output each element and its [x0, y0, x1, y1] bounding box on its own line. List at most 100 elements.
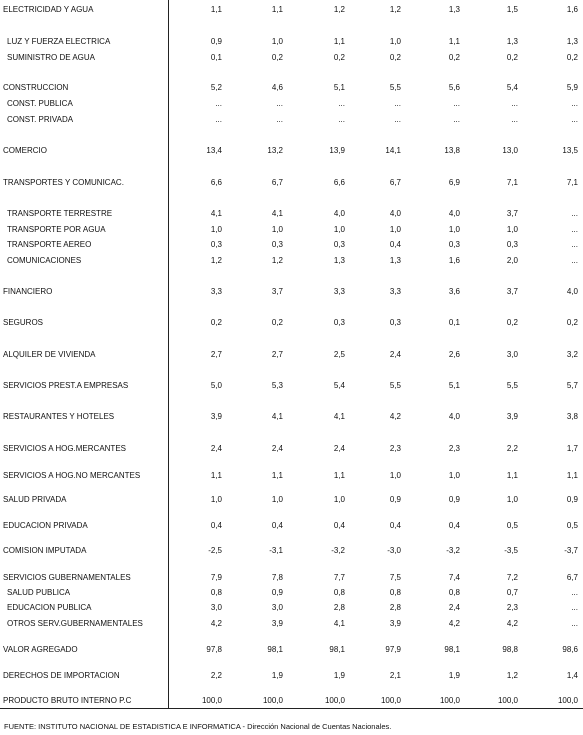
cell-value: 0,2 [210, 318, 222, 327]
cell-value: 3,0 [506, 350, 518, 359]
cell-value: 0,3 [271, 240, 283, 249]
cell-value: 4,2 [210, 619, 222, 628]
row-label: ELECTRICIDAD Y AGUA [3, 5, 94, 14]
row-label: TRANSPORTE AEREO [7, 240, 92, 249]
row-label: EDUCACION PRIVADA [3, 521, 88, 530]
cell-value: 7,1 [566, 178, 578, 187]
cell-value: ... [215, 99, 222, 108]
cell-value: 98,8 [502, 645, 518, 654]
cell-value: ... [338, 99, 345, 108]
cell-value: 2,4 [389, 350, 401, 359]
cell-value: 2,8 [389, 603, 401, 612]
cell-value: 4,1 [210, 209, 222, 218]
column-divider [168, 0, 169, 708]
cell-value: 3,9 [210, 412, 222, 421]
cell-value: 6,7 [271, 178, 283, 187]
cell-value: 1,4 [566, 671, 578, 680]
cell-value: 5,1 [448, 381, 460, 390]
row-label: SERVICIOS A HOG.NO MERCANTES [3, 471, 141, 480]
row-label: TRANSPORTES Y COMUNICAC. [3, 178, 124, 187]
cell-value: 0,3 [506, 240, 518, 249]
cell-value: 0,2 [506, 53, 518, 62]
cell-value: 0,3 [210, 240, 222, 249]
cell-value: 7,8 [271, 573, 283, 582]
cell-value: 4,1 [333, 619, 345, 628]
cell-value: 0,4 [333, 521, 345, 530]
cell-value: 1,3 [448, 5, 460, 14]
cell-value: 2,7 [210, 350, 222, 359]
cell-value: 13,9 [329, 146, 345, 155]
cell-value: 1,0 [389, 225, 401, 234]
cell-value: 1,9 [271, 671, 283, 680]
cell-value: 3,0 [210, 603, 222, 612]
cell-value: 0,2 [566, 318, 578, 327]
cell-value: ... [338, 115, 345, 124]
row-label: EDUCACION PUBLICA [7, 603, 92, 612]
cell-value: 0,8 [333, 588, 345, 597]
cell-value: 1,0 [271, 225, 283, 234]
cell-value: ... [571, 225, 578, 234]
cell-value: ... [571, 115, 578, 124]
cell-value: ... [215, 115, 222, 124]
cell-value: 7,9 [210, 573, 222, 582]
cell-value: 3,9 [506, 412, 518, 421]
cell-value: 7,4 [448, 573, 460, 582]
cell-value: 3,8 [566, 412, 578, 421]
cell-value: 0,2 [271, 318, 283, 327]
cell-value: 0,9 [210, 37, 222, 46]
cell-value: 2,7 [271, 350, 283, 359]
cell-value: 98,6 [562, 645, 578, 654]
cell-value: 1,1 [210, 5, 222, 14]
cell-value: 0,5 [566, 521, 578, 530]
cell-value: -3,7 [564, 546, 578, 555]
cell-value: 6,6 [333, 178, 345, 187]
cell-value: 100,0 [324, 696, 345, 705]
row-label: SUMINISTRO DE AGUA [7, 53, 96, 62]
cell-value: 0,2 [566, 53, 578, 62]
cell-value: 1,2 [271, 256, 283, 265]
cell-value: 13,4 [206, 146, 222, 155]
cell-value: 0,8 [448, 588, 460, 597]
cell-value: 2,8 [333, 603, 345, 612]
cell-value: 1,1 [271, 471, 283, 480]
cell-value: -3,0 [387, 546, 401, 555]
cell-value: 1,0 [210, 225, 222, 234]
cell-value: 5,4 [506, 83, 518, 92]
cell-value: ... [571, 209, 578, 218]
cell-value: 6,9 [448, 178, 460, 187]
cell-value: 1,2 [389, 5, 401, 14]
cell-value: 0,1 [210, 53, 222, 62]
row-label: ALQUILER DE VIVIENDA [3, 350, 96, 359]
cell-value: 2,4 [333, 444, 345, 453]
cell-value: 100,0 [439, 696, 460, 705]
cell-value: -2,5 [208, 546, 222, 555]
cell-value: 7,7 [333, 573, 345, 582]
cell-value: 4,0 [389, 209, 401, 218]
cell-value: 1,1 [333, 37, 345, 46]
cell-value: 2,6 [448, 350, 460, 359]
cell-value: ... [394, 99, 401, 108]
cell-value: 1,0 [333, 225, 345, 234]
cell-value: 2,3 [389, 444, 401, 453]
cell-value: 2,2 [210, 671, 222, 680]
cell-value: 100,0 [497, 696, 518, 705]
row-label: SALUD PRIVADA [3, 495, 67, 504]
cell-value: 5,7 [566, 381, 578, 390]
row-label: SALUD PUBLICA [7, 588, 71, 597]
cell-value: 97,9 [385, 645, 401, 654]
cell-value: 100,0 [201, 696, 222, 705]
cell-value: 6,7 [389, 178, 401, 187]
cell-value: 3,3 [333, 287, 345, 296]
cell-value: 7,1 [506, 178, 518, 187]
cell-value: 1,2 [506, 671, 518, 680]
cell-value: -3,1 [269, 546, 283, 555]
cell-value: ... [571, 603, 578, 612]
cell-value: 0,4 [210, 521, 222, 530]
cell-value: 0,2 [333, 53, 345, 62]
row-label: PRODUCTO BRUTO INTERNO P.C [3, 696, 132, 705]
cell-value: 13,5 [562, 146, 578, 155]
cell-value: -3,2 [331, 546, 345, 555]
cell-value: 2,4 [271, 444, 283, 453]
cell-value: ... [571, 256, 578, 265]
cell-value: 0,1 [448, 318, 460, 327]
